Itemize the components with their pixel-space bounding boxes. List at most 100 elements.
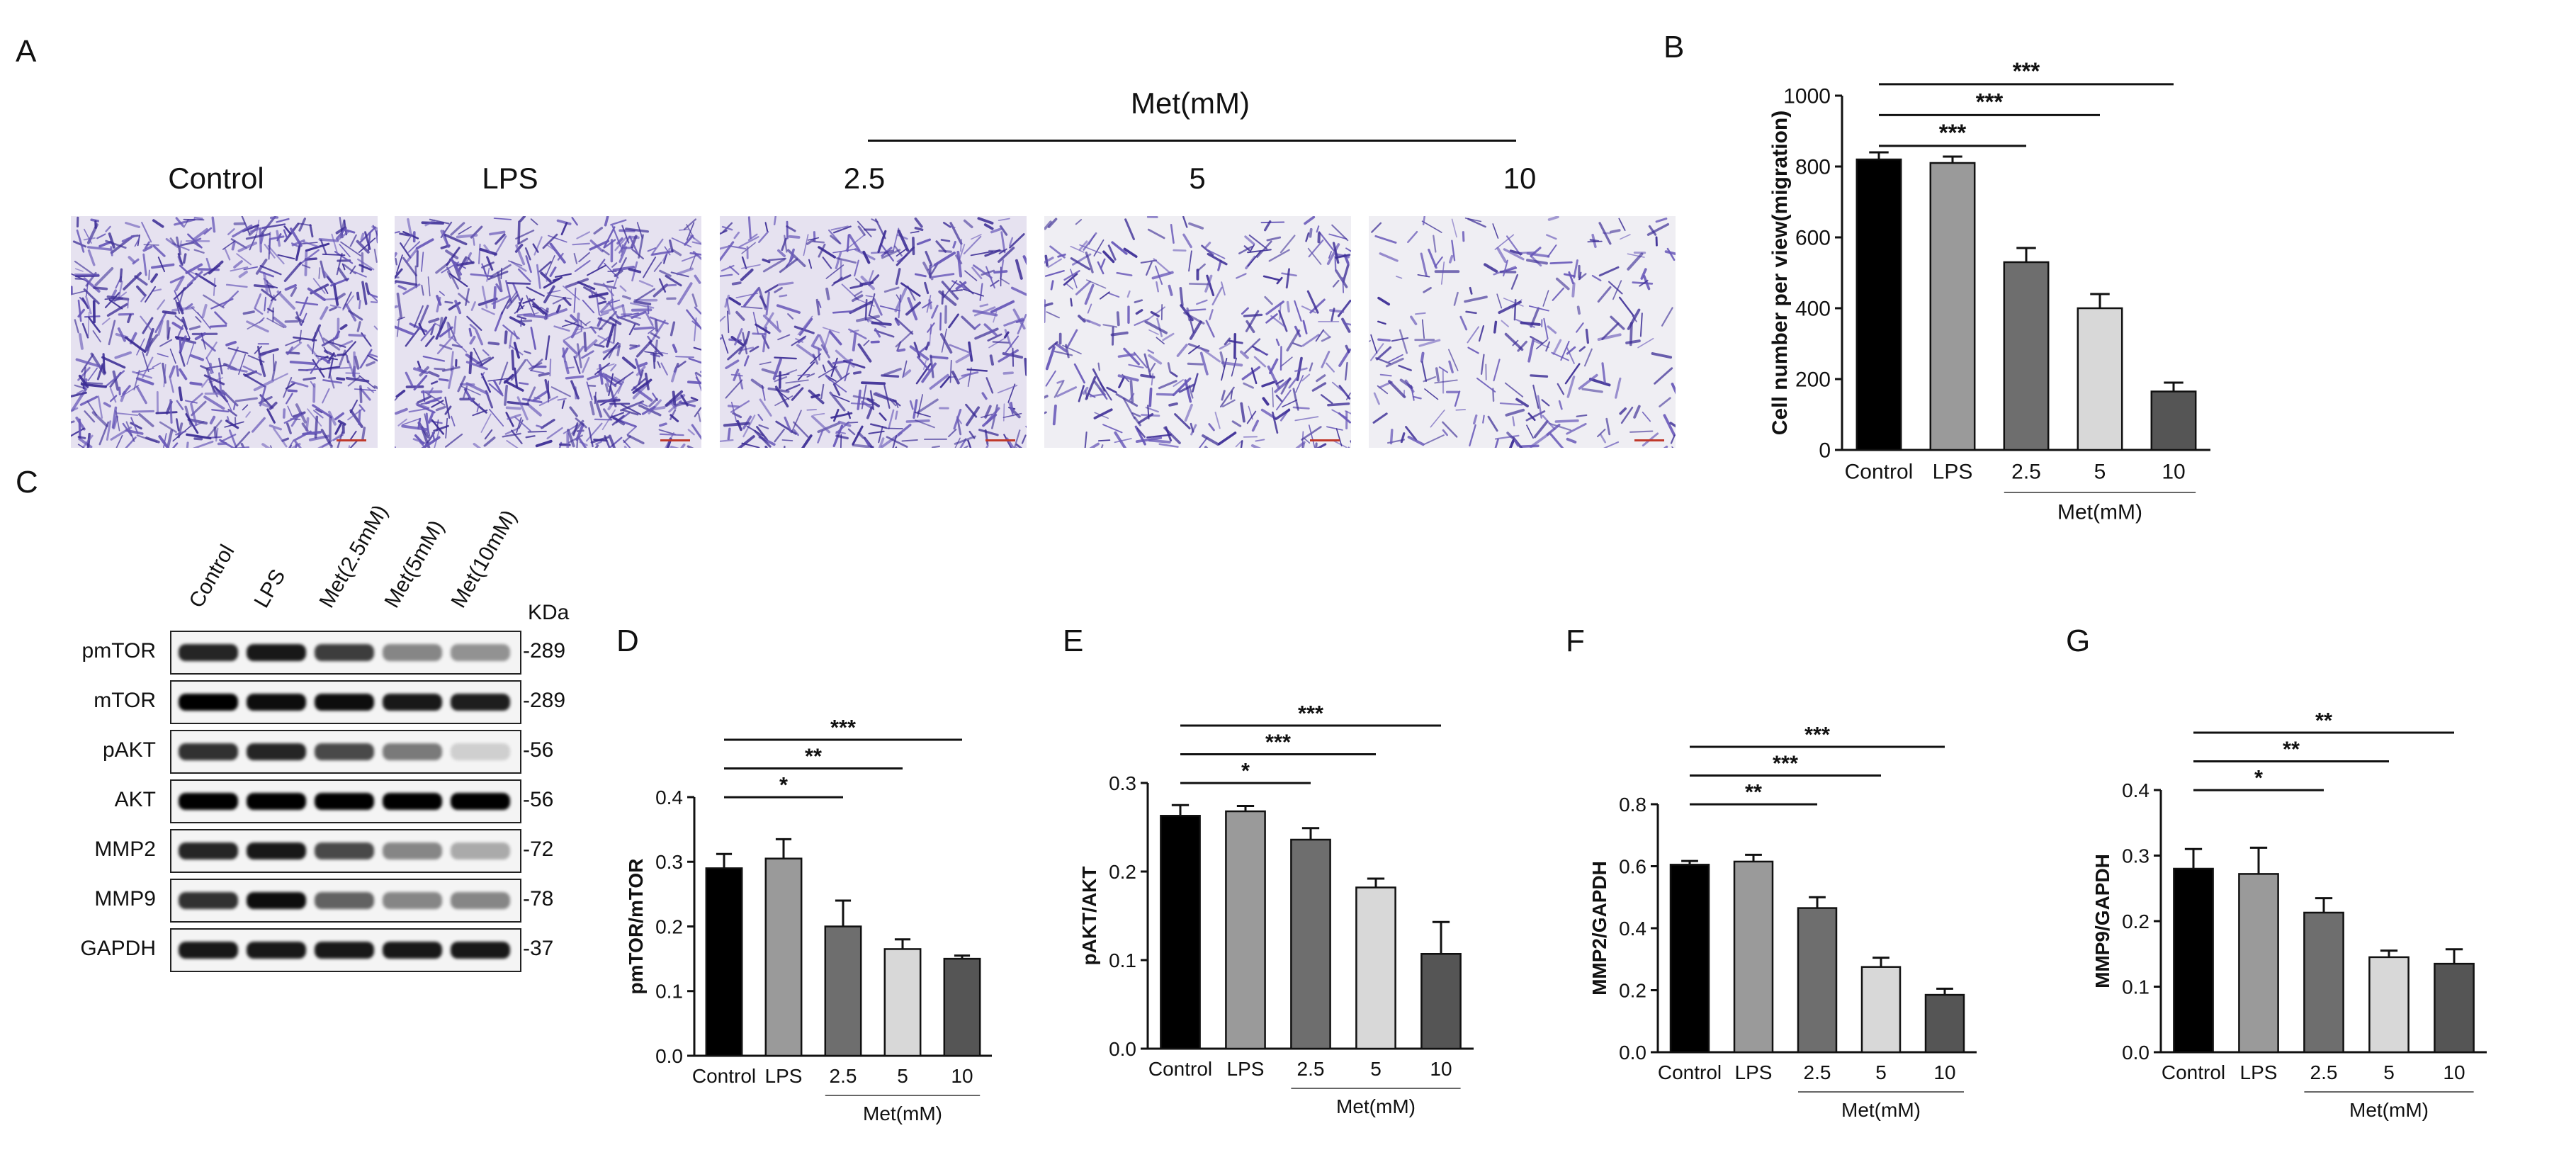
x-tick-label: 10 — [2443, 1061, 2465, 1083]
blot-kda-marker: -37 — [523, 937, 554, 960]
chart-f-mmp2: 0.0 0.2 0.4 0.6 0.8 MMP2/GAPDH Control LPS 2.5 5 1… — [1588, 722, 1977, 1121]
bar — [824, 925, 862, 1057]
micrograph-control — [71, 216, 378, 448]
y-tick-label: 0.6 — [1619, 855, 1646, 877]
y-tick-label: 0.2 — [1619, 979, 1646, 1001]
y-tick-label: 0.2 — [1109, 861, 1136, 883]
micrograph-lps — [395, 216, 701, 448]
bar — [2150, 390, 2197, 451]
blot-band — [179, 842, 238, 859]
blot-band — [247, 694, 306, 711]
blot-band — [383, 842, 442, 859]
bar — [1225, 810, 1266, 1050]
significance-label: * — [779, 772, 788, 797]
x-tick-label: LPS — [1933, 461, 1973, 484]
bar — [1924, 993, 1965, 1054]
significance-label: ** — [2315, 708, 2332, 733]
significance-label: ** — [1745, 779, 1762, 804]
significance-label: * — [2254, 765, 2263, 790]
bar — [1855, 158, 1902, 451]
panel-letter-e: E — [1063, 624, 1084, 658]
x-tick-label: 2.5 — [830, 1065, 857, 1087]
significance-label: *** — [1939, 119, 1967, 145]
y-tick-label: 0.1 — [1109, 949, 1136, 971]
x-tick-label: 2.5 — [2011, 461, 2041, 484]
lane-label-met-2-5: Met(2.5mM) — [315, 500, 392, 612]
blot-protein-label: MMP9 — [94, 887, 156, 911]
significance-label: *** — [1298, 701, 1323, 726]
blot-band — [247, 892, 306, 909]
significance-label: *** — [2013, 57, 2040, 84]
blot-band — [383, 793, 442, 810]
y-tick-label: 1000 — [1783, 85, 1831, 108]
blot-band — [383, 942, 442, 959]
x-tick-label: Control — [692, 1065, 756, 1087]
x-tick-label: LPS — [765, 1065, 803, 1087]
blot-band — [179, 892, 238, 909]
blot-band — [451, 842, 510, 859]
y-tick-label: 0.1 — [2122, 976, 2150, 998]
blot-band — [179, 793, 238, 810]
bar — [764, 857, 803, 1057]
blot-protein-label: AKT — [114, 788, 156, 811]
blot-band — [451, 644, 510, 661]
blot-band — [247, 793, 306, 810]
chart-g-mmp9: 0.0 0.1 0.2 0.3 0.4 MMP9/GAPDH Control LPS 2.5 5 1… — [2091, 708, 2487, 1121]
x-tick-label: LPS — [1227, 1058, 1265, 1080]
blot-strip — [170, 829, 521, 873]
y-tick-label: 200 — [1795, 368, 1831, 392]
blot-band — [451, 892, 510, 909]
bar — [2368, 956, 2410, 1054]
blot-protein-label: GAPDH — [80, 937, 156, 960]
blot-band — [451, 743, 510, 760]
bar — [2003, 261, 2050, 451]
blot-band — [179, 694, 238, 711]
x-tick-label: 10 — [1933, 1061, 1955, 1083]
blot-band — [247, 644, 306, 661]
bar — [1797, 907, 1838, 1054]
x-tick-label: 2.5 — [2310, 1061, 2338, 1083]
bar — [1669, 864, 1710, 1054]
y-tick-label: 0.4 — [655, 787, 683, 808]
blot-band — [179, 644, 238, 661]
lane-label-met-10: Met(10mM) — [446, 506, 521, 612]
y-axis-label: pAKT/AKT — [1078, 867, 1100, 966]
blot-band — [383, 743, 442, 760]
blot-band — [315, 793, 374, 810]
y-tick-label: 600 — [1795, 227, 1831, 250]
blot-band — [315, 644, 374, 661]
y-tick-label: 0.0 — [655, 1045, 683, 1067]
blot-band — [315, 942, 374, 959]
y-tick-label: 0.3 — [1109, 772, 1136, 794]
bar — [883, 948, 922, 1057]
bar — [2173, 867, 2214, 1054]
y-tick-label: 0.1 — [655, 981, 683, 1003]
blot-band — [315, 743, 374, 760]
blot-kda-marker: -56 — [523, 788, 554, 811]
group-label: Met(mM) — [1336, 1095, 1416, 1117]
blot-kda-marker: -78 — [523, 887, 554, 911]
y-tick-label: 0.0 — [1619, 1042, 1646, 1064]
bar — [1355, 886, 1396, 1050]
blot-kda-marker: -289 — [523, 689, 566, 712]
bar — [2077, 307, 2123, 451]
blot-kda-marker: -72 — [523, 838, 554, 861]
x-tick-label: 5 — [2094, 461, 2106, 484]
x-tick-label: 10 — [951, 1065, 973, 1087]
blot-kda-marker: -289 — [523, 639, 566, 663]
chart-d-pmtor: 0.0 0.1 0.2 0.3 0.4 pmTOR/mTOR Control LPS 2.5 5 1… — [625, 715, 992, 1124]
micrograph-met-10 — [1369, 216, 1676, 448]
blot-kda-marker: -56 — [523, 738, 554, 762]
significance-label: ** — [2283, 737, 2300, 762]
blot-band — [179, 743, 238, 760]
significance-label: *** — [1976, 89, 2004, 115]
y-tick-label: 0.3 — [2122, 845, 2150, 867]
y-tick-label: 0.3 — [655, 851, 683, 873]
blot-strip — [170, 928, 521, 972]
lane-label-lps: LPS — [249, 565, 290, 612]
y-axis-label: Cell number per view(migration) — [1768, 111, 1792, 435]
blot-strip — [170, 779, 521, 823]
significance-label: * — [1241, 758, 1250, 783]
x-tick-label: 5 — [1370, 1058, 1382, 1080]
y-tick-label: 0.4 — [1619, 918, 1646, 940]
